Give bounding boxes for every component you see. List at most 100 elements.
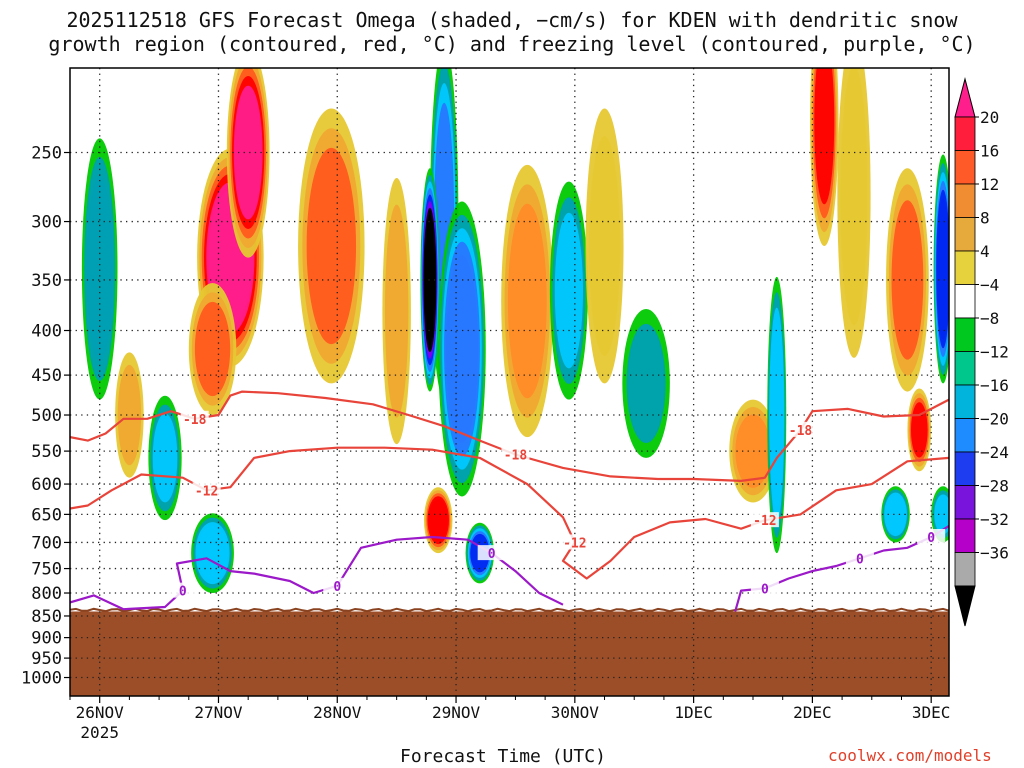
omega-blob [891, 200, 924, 360]
y-tick-label: 750 [31, 560, 62, 580]
omega-blob [934, 494, 949, 535]
colorbar-label: −12 [980, 343, 1009, 362]
colorbar-label: 12 [980, 175, 999, 194]
colorbar-label: −32 [980, 510, 1009, 529]
colorbar-swatch [954, 518, 976, 553]
y-tick-label: 850 [31, 607, 62, 627]
contour-label-bg [845, 550, 874, 566]
contour-label-bg [168, 582, 197, 598]
contour-label-bg [501, 446, 530, 462]
contour-label-bg [180, 410, 209, 426]
contour-label: -18 [504, 449, 528, 464]
omega-blob [233, 85, 263, 220]
omega-blob [194, 301, 231, 397]
contour-label: -18 [183, 413, 207, 428]
colorbar-label: −8 [980, 309, 999, 328]
colorbar-swatch [954, 284, 976, 319]
colorbar-swatch [954, 116, 976, 151]
contour-label-bg [917, 528, 946, 544]
y-tick-label: 600 [31, 475, 62, 495]
x-tick-label: 29NOV [432, 703, 481, 722]
x-year-label: 2025 [80, 723, 119, 742]
x-tick-label: 3DEC [912, 703, 951, 722]
omega-blob [117, 364, 142, 466]
colorbar-label: 4 [980, 242, 990, 261]
x-tick-label: 2DEC [793, 703, 832, 722]
omega-blob [814, 68, 835, 205]
contour-label-bg [750, 512, 779, 528]
colorbar-label: 16 [980, 142, 999, 161]
colorbar-swatch [954, 217, 976, 252]
y-tick-label: 700 [31, 533, 62, 553]
colorbar-swatch [954, 317, 976, 352]
chart-title-line-1: 2025112518 GFS Forecast Omega (shaded, −… [66, 8, 958, 32]
contour-label-bg [477, 545, 506, 561]
omega-blob [384, 204, 409, 418]
x-tick-label: 28NOV [313, 703, 362, 722]
y-tick-label: 500 [31, 406, 62, 426]
terrain-edge [70, 607, 949, 613]
plot-area: -18 -18 -18 -12 -12 -12 0 0 0 0 0 0 [69, 67, 950, 697]
colorbar-label: −28 [980, 477, 1009, 496]
x-tick-label: 27NOV [194, 703, 243, 722]
colorbar-swatch [954, 418, 976, 453]
omega-shading [81, 68, 949, 594]
colorbar-swatch [954, 351, 976, 386]
x-axis: 26NOV 27NOV 28NOV 29NOV 30NOV 1DEC 2DEC 3DEC 202… [69, 696, 951, 742]
contour-label-bg [786, 421, 815, 437]
colorbar-bottom-arrow [954, 585, 976, 627]
x-tick-label: 26NOV [76, 703, 125, 722]
colorbar-label: −16 [980, 376, 1009, 395]
colorbar-label: −24 [980, 443, 1009, 462]
omega-blob [885, 495, 906, 534]
colorbar-label: −20 [980, 410, 1009, 429]
colorbar-swatch [954, 150, 976, 185]
colorbar-label: 20 [980, 108, 999, 127]
contour-label: -12 [753, 514, 776, 529]
omega-blob [197, 526, 228, 580]
omega-blob [936, 198, 949, 340]
x-tick-label: 30NOV [551, 703, 600, 722]
contour-label-bg [192, 482, 221, 498]
colorbar: 20 16 12 8 4 −4 −8 −12 −16 −20 −24 −28 −32 −36 [954, 77, 1009, 627]
y-tick-label: 900 [31, 629, 62, 649]
y-axis: 2503003504004505005506006507007508008509… [21, 144, 70, 689]
terrain-fill [70, 611, 949, 696]
omega-blob [423, 214, 436, 346]
omega-blob [735, 414, 771, 488]
y-tick-label: 650 [31, 505, 62, 525]
colorbar-label: −4 [980, 276, 999, 295]
y-tick-label: 1000 [21, 669, 62, 689]
omega-blob [910, 402, 928, 458]
y-tick-label: 550 [31, 442, 62, 462]
colorbar-swatch [954, 250, 976, 285]
colorbar-label: −36 [980, 544, 1009, 563]
omega-blob [626, 323, 666, 444]
x-axis-title: Forecast Time (UTC) [400, 746, 606, 767]
x-tick-label: 1DEC [674, 703, 713, 722]
colorbar-swatch [954, 451, 976, 486]
contour-label-bg [560, 534, 589, 550]
omega-blob [152, 413, 178, 503]
terrain [70, 607, 949, 696]
omega-blob [428, 499, 448, 542]
contour-label-bg [323, 577, 352, 593]
y-tick-label: 450 [31, 366, 62, 386]
contour-label: -12 [195, 484, 218, 499]
contour-label: 0 [927, 531, 935, 546]
contour-label: 0 [179, 585, 187, 600]
colorbar-swatch [954, 183, 976, 218]
contour-label: 0 [856, 552, 864, 567]
colorbar-swatch [954, 552, 976, 587]
omega-blob [446, 255, 478, 443]
contour-label: -12 [563, 536, 586, 551]
y-tick-label: 400 [31, 322, 62, 342]
contour-label: -18 [789, 424, 813, 439]
omega-blob [86, 175, 113, 363]
contour-label-bg [750, 580, 779, 596]
omega-blob [306, 147, 357, 345]
credit-link[interactable]: coolwx.com/models [828, 746, 992, 765]
colorbar-label: 8 [980, 209, 990, 228]
chart-title-line-2: growth region (contoured, red, °C) and f… [48, 32, 976, 56]
